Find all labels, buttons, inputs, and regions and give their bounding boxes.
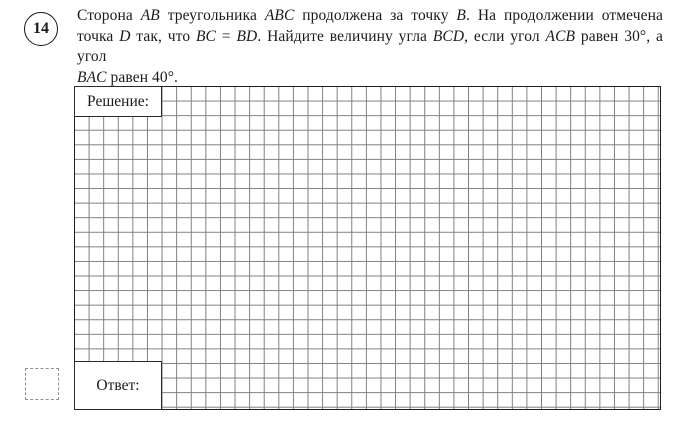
solution-label-box: Решение: bbox=[74, 86, 162, 117]
answer-label-box: Ответ: bbox=[74, 361, 162, 410]
math-var: AB bbox=[140, 7, 160, 24]
problem-line-2: точка D так, что BC = BD. Найдите величи… bbox=[77, 27, 663, 68]
answer-label: Ответ: bbox=[96, 376, 140, 394]
solution-label: Решение: bbox=[87, 92, 149, 110]
math-var: BC bbox=[195, 27, 216, 45]
text-segment: . Найдите величину угла bbox=[257, 27, 433, 45]
text-segment: Сторона bbox=[77, 7, 141, 24]
text-segment: продолжена за точку bbox=[294, 7, 457, 24]
dashed-mark-box bbox=[25, 368, 59, 400]
problem-line-1: Сторона AB треугольника ABC продолжена з… bbox=[77, 6, 663, 27]
math-var: BD bbox=[236, 27, 258, 45]
solution-grid bbox=[74, 86, 661, 410]
problem-text: Сторона AB треугольника ABC продолжена з… bbox=[77, 6, 663, 88]
text-segment: . На продолжении отмечена bbox=[466, 7, 663, 24]
math-var: ACB bbox=[545, 27, 576, 45]
text-segment: равен 40°. bbox=[106, 68, 179, 86]
math-var: D bbox=[119, 27, 131, 45]
text-segment: = bbox=[216, 27, 237, 45]
math-var: B bbox=[456, 7, 466, 24]
text-segment: так, что bbox=[130, 27, 196, 45]
text-segment: треугольника bbox=[159, 7, 265, 24]
text-segment: точка bbox=[77, 27, 120, 45]
text-segment: равен 30°, а угол bbox=[77, 27, 663, 66]
text-segment: , если угол bbox=[464, 27, 546, 45]
question-number: 14 bbox=[33, 20, 49, 37]
problem-line-3: BAC равен 40°. bbox=[77, 68, 663, 89]
math-var: BCD bbox=[432, 27, 465, 45]
math-var: ABC bbox=[264, 7, 295, 24]
math-var: BAC bbox=[77, 68, 107, 86]
question-number-circle: 14 bbox=[24, 12, 58, 46]
